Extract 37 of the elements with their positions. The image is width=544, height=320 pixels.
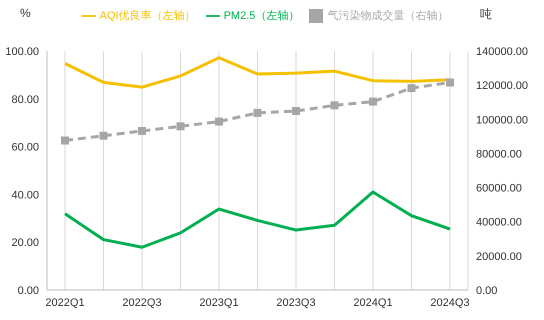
y2-tick-label: 60000.00 <box>476 182 522 195</box>
y2-tick-label: 20000.00 <box>476 250 522 263</box>
y-tick-label: 40.00 <box>11 189 39 202</box>
y2-axis-title: 吨 <box>480 6 492 23</box>
point <box>330 101 338 110</box>
point <box>446 78 454 86</box>
y2-tick-label: 100000.00 <box>476 114 528 126</box>
point <box>138 126 146 135</box>
y-tick-label: 0.00 <box>18 284 39 297</box>
point <box>215 118 223 126</box>
point <box>254 108 262 117</box>
point <box>369 98 377 106</box>
x-tick-label: 2022Q3 <box>122 296 162 309</box>
y-tick-label: 20.00 <box>11 237 39 250</box>
y2-tick-label: 140000.00 <box>476 46 528 58</box>
x-tick-label: 2024Q1 <box>353 296 393 309</box>
point <box>176 122 184 130</box>
x-tick-label: 2022Q1 <box>45 296 85 309</box>
legend-label: PM2.5（左轴） <box>224 10 300 22</box>
point <box>61 136 69 145</box>
legend-label: 气污染物成交量（右轴） <box>327 10 448 22</box>
y2-tick-label: 120000.00 <box>476 80 528 92</box>
y2-tick-label: 80000.00 <box>476 148 522 160</box>
x-tick-label: 2023Q3 <box>276 296 316 309</box>
point <box>408 84 416 92</box>
x-tick-label: 2023Q1 <box>199 296 239 309</box>
legend-label: AQI优良率（左轴） <box>100 10 196 22</box>
line-series <box>64 190 452 249</box>
y-axis-title: % <box>20 6 31 20</box>
y-tick-label: 100.00 <box>5 46 39 58</box>
point <box>100 132 108 140</box>
y-tick-label: 60.00 <box>11 142 39 154</box>
y2-tick-label: 0.00 <box>476 284 498 297</box>
y-tick-label: 80.00 <box>11 94 39 106</box>
point <box>292 106 300 115</box>
x-tick-label: 2024Q3 <box>430 296 470 309</box>
y2-tick-label: 40000.00 <box>476 216 522 229</box>
